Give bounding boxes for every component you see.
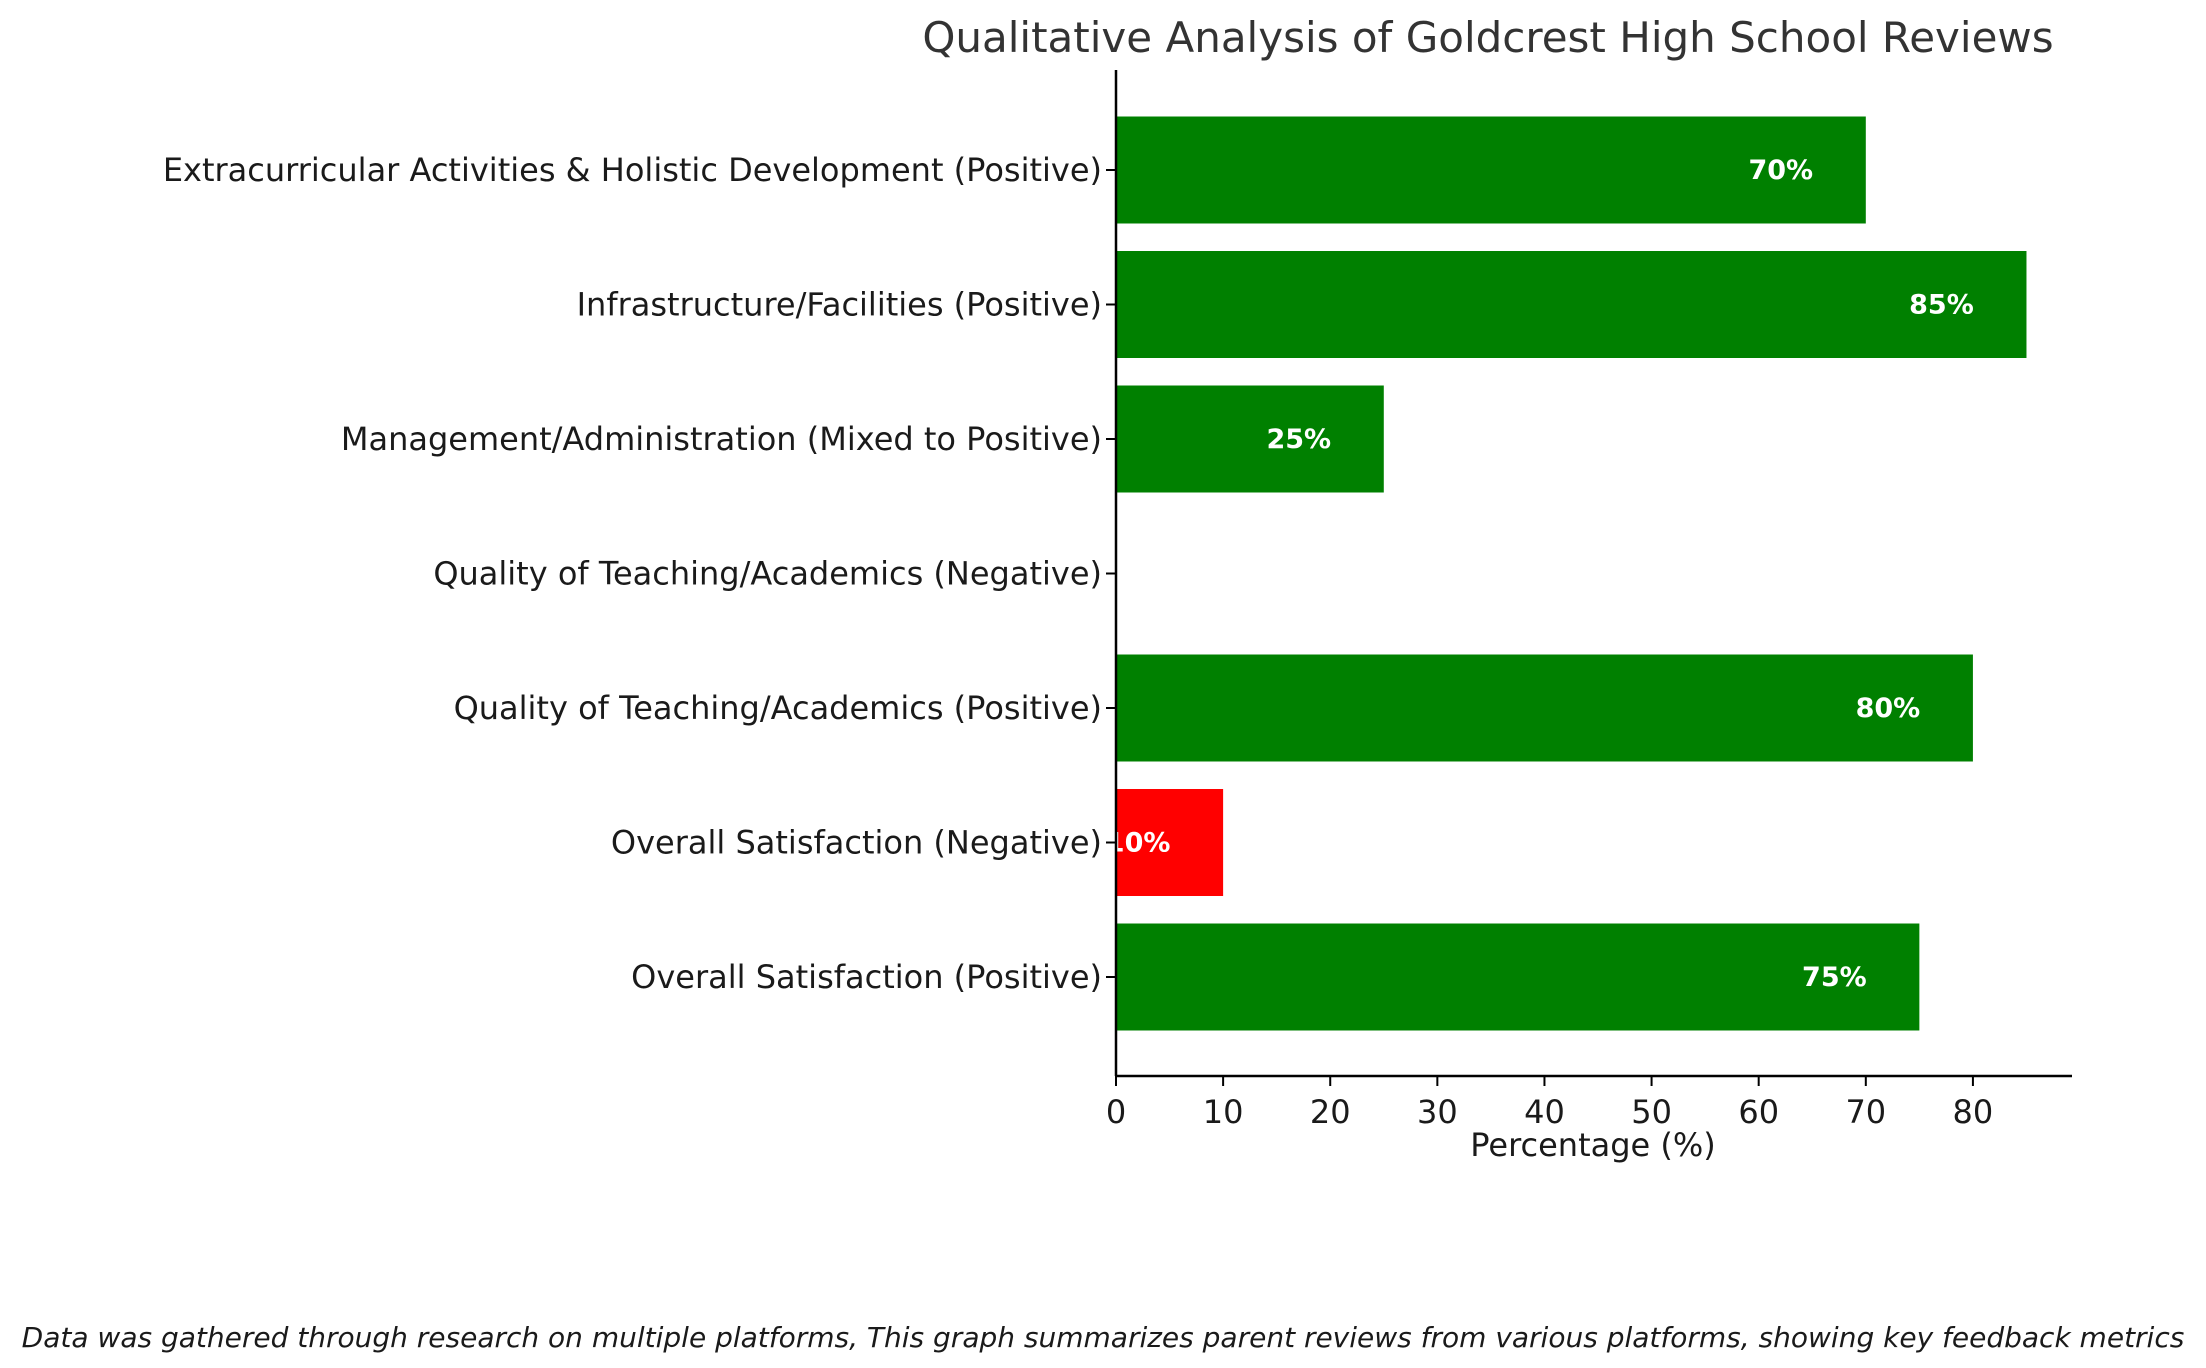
bar (1116, 116, 1866, 224)
x-tick-label: 70 (1845, 1093, 1886, 1131)
y-ticks-layer: Overall Satisfaction (Positive) Overall S… (163, 151, 1116, 996)
bar-value-label: 85% (1909, 290, 1974, 321)
chart-title: Qualitative Analysis of Goldcrest High S… (922, 13, 2053, 62)
bar-value-label: 0% (1008, 559, 1054, 590)
bar-value-label: 70% (1748, 155, 1813, 186)
category-label: Overall Satisfaction (Positive) (631, 958, 1102, 996)
x-tick-label: 30 (1417, 1093, 1458, 1131)
category-label: Management/Administration (Mixed to Posi… (341, 420, 1102, 458)
bar (1116, 385, 1384, 493)
category-label: Overall Satisfaction (Negative) (611, 824, 1102, 862)
bar (1116, 789, 1224, 896)
x-tick-label: 10 (1203, 1093, 1244, 1131)
x-tick-label: 40 (1524, 1093, 1565, 1131)
x-tick-label: 50 (1631, 1093, 1672, 1131)
x-tick-label: 60 (1738, 1093, 1779, 1131)
bar-value-label: 25% (1266, 424, 1331, 455)
x-axis-label: Percentage (%) (1470, 1126, 1716, 1164)
category-label: Infrastructure/Facilities (Positive) (577, 286, 1102, 324)
bar (1116, 251, 2027, 358)
category-label: Extracurricular Activities & Holistic De… (163, 151, 1102, 189)
footnote: Data was gathered through research on mu… (22, 1321, 2185, 1354)
bar (1116, 923, 1920, 1031)
x-tick-label: 20 (1310, 1093, 1351, 1131)
bar-value-label: 75% (1802, 962, 1867, 993)
category-label: Quality of Teaching/Academics (Positive) (454, 689, 1102, 727)
x-tick-label: 0 (1106, 1093, 1126, 1131)
x-ticks-layer: 0 10 20 30 40 50 60 70 80 (1106, 1076, 1993, 1131)
bar-value-label: 80% (1856, 693, 1921, 724)
bars-layer (1116, 116, 2027, 1031)
category-label: Quality of Teaching/Academics (Negative) (433, 555, 1102, 593)
value-labels-layer: 75%10%80%0%25%85%70% (1008, 155, 1974, 993)
x-tick-label: 80 (1953, 1093, 1994, 1131)
bar (1116, 654, 1973, 762)
